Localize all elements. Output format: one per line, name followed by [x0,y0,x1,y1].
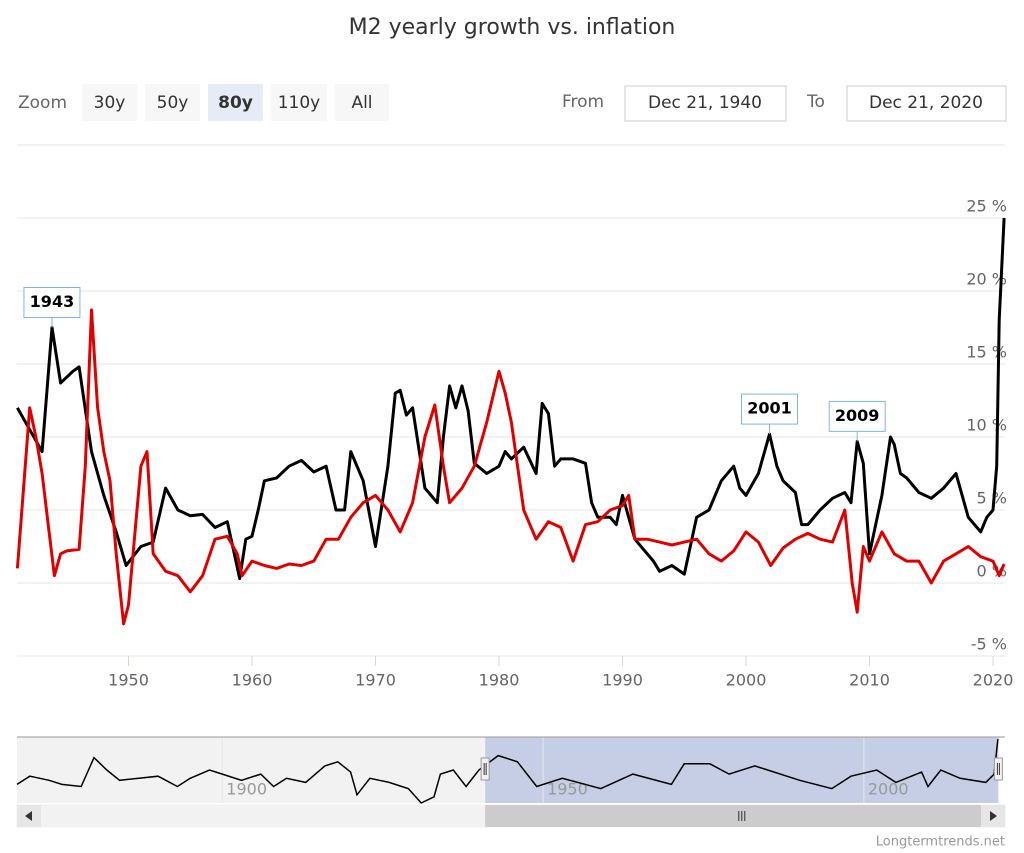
x-tick-label: 1970 [355,671,396,690]
zoom-button-label: 50y [157,93,189,113]
zoom-button-label: 30y [94,93,126,113]
y-tick-label: 25 % [966,197,1007,216]
chart-title: M2 yearly growth vs. inflation [349,15,676,40]
navigator-outside [17,737,486,803]
x-tick-label: 1980 [479,671,520,690]
x-tick-label: 1990 [602,671,643,690]
y-tick-label: 5 % [977,489,1007,508]
flag-label: 2009 [835,406,880,425]
zoom-button-label: All [351,93,372,113]
zoom-button-label: 110y [278,93,321,113]
zoom-button[interactable] [271,84,327,121]
x-tick-label: 2000 [726,671,767,690]
navigator-handle[interactable] [993,757,1003,781]
navigator-tick-label: 2000 [868,780,909,799]
navigator-handle[interactable] [480,757,490,781]
credits: Longtermtrends.net [876,835,1005,850]
zoom-button[interactable] [335,84,389,121]
flag-box [828,400,886,432]
scroll-right-arrow [990,811,997,821]
x-tick-label: 2020 [973,671,1014,690]
to-input[interactable] [846,85,1007,122]
flag-box [740,393,798,425]
to-date: Dec 21, 2020 [869,93,983,113]
thumb-grip [738,811,746,821]
navigator-tick-label: 1950 [547,780,588,799]
series-line [15,308,1006,626]
flag-label: 2001 [747,399,792,418]
y-tick-label: -5 % [971,635,1007,654]
navigator-line [16,739,999,804]
from-date: Dec 21, 1940 [648,93,762,113]
navigator-tick-label: 1900 [226,780,267,799]
from-label: From [562,92,604,112]
from-input[interactable] [624,85,787,122]
x-tick-label: 1960 [232,671,273,690]
zoom-button-label: 80y [218,93,253,113]
to-label: To [806,92,825,112]
zoom-label: Zoom [18,93,67,113]
zoom-button[interactable] [82,84,137,121]
y-tick-label: 20 % [966,270,1007,289]
x-tick-label: 2010 [849,671,890,690]
flag-label: 1943 [30,292,75,311]
zoom-button[interactable] [208,84,263,121]
flag-box [23,287,81,318]
x-tick-label: 1950 [108,671,149,690]
series-line [16,217,1006,581]
y-tick-label: 15 % [966,343,1007,362]
zoom-button[interactable] [145,84,200,121]
scroll-left-arrow [25,811,32,821]
y-tick-label: 10 % [966,416,1007,435]
